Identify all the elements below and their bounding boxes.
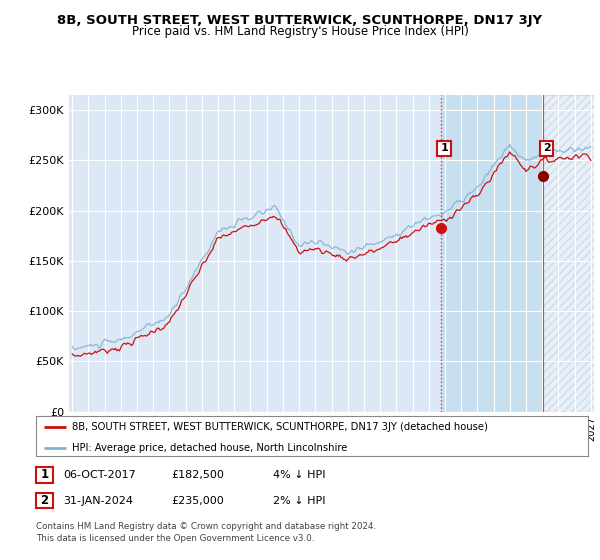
Text: 8B, SOUTH STREET, WEST BUTTERWICK, SCUNTHORPE, DN17 3JY (detached house): 8B, SOUTH STREET, WEST BUTTERWICK, SCUNT… <box>72 422 488 432</box>
Text: 2: 2 <box>40 494 49 507</box>
Bar <box>544 95 594 412</box>
Text: 31-JAN-2024: 31-JAN-2024 <box>63 496 133 506</box>
Text: 2% ↓ HPI: 2% ↓ HPI <box>273 496 325 506</box>
Text: Price paid vs. HM Land Registry's House Price Index (HPI): Price paid vs. HM Land Registry's House … <box>131 25 469 38</box>
Text: £235,000: £235,000 <box>171 496 224 506</box>
Text: 1: 1 <box>440 143 448 153</box>
Text: 2: 2 <box>543 143 551 153</box>
Text: 4% ↓ HPI: 4% ↓ HPI <box>273 470 325 480</box>
Text: 1: 1 <box>40 468 49 482</box>
Text: £182,500: £182,500 <box>171 470 224 480</box>
Bar <box>544 95 594 412</box>
Bar <box>441 95 544 412</box>
Text: Contains HM Land Registry data © Crown copyright and database right 2024.
This d: Contains HM Land Registry data © Crown c… <box>36 522 376 543</box>
Text: 8B, SOUTH STREET, WEST BUTTERWICK, SCUNTHORPE, DN17 3JY: 8B, SOUTH STREET, WEST BUTTERWICK, SCUNT… <box>58 14 542 27</box>
Text: 06-OCT-2017: 06-OCT-2017 <box>63 470 136 480</box>
Text: HPI: Average price, detached house, North Lincolnshire: HPI: Average price, detached house, Nort… <box>72 442 347 452</box>
